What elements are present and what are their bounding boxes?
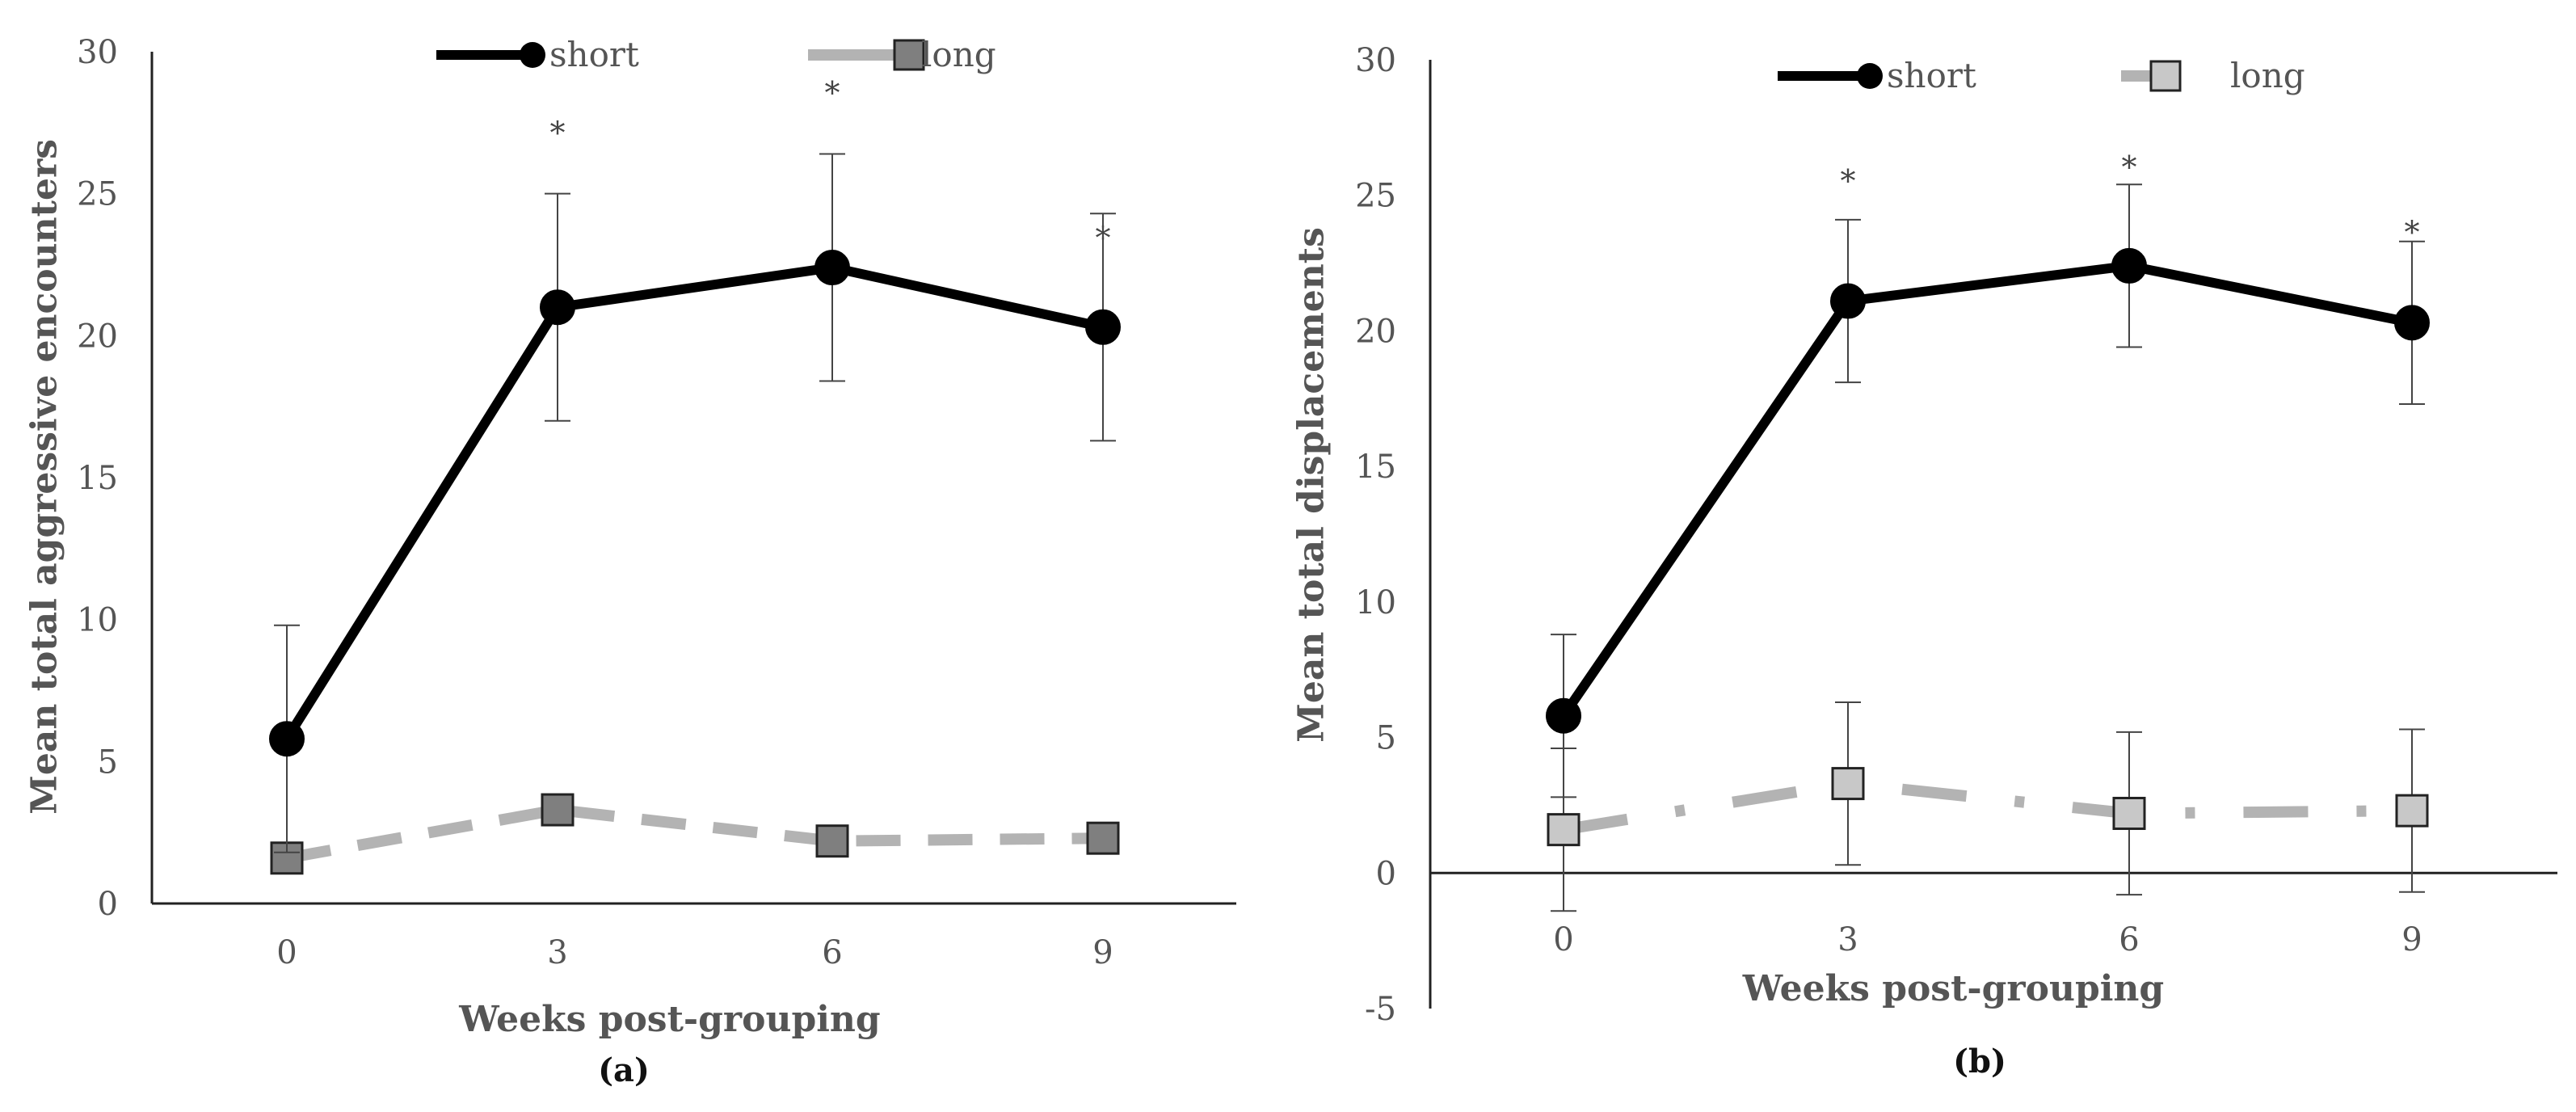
data-point-long (1086, 821, 1120, 855)
data-point-long (1831, 767, 1865, 801)
significance-marker: * (2122, 150, 2137, 185)
x-tick-label: 6 (2119, 921, 2139, 958)
x-tick-label: 3 (547, 934, 567, 971)
data-point-short (269, 721, 305, 757)
y-tick-label: 10 (1355, 584, 1396, 621)
y-tick-label: 15 (77, 460, 118, 497)
legend-label-short: short (1887, 56, 1976, 95)
data-point-long (815, 824, 849, 858)
series-line-short (282, 263, 1105, 742)
y-axis-title: Mean total aggressive encounters (24, 139, 65, 815)
y-tick-label: 0 (1376, 855, 1396, 892)
series-line-short (1559, 260, 2414, 719)
y-tick-label: 20 (1355, 313, 1396, 350)
significance-marker: * (1096, 220, 1111, 255)
data-point-short (540, 289, 575, 326)
data-point-long (2112, 796, 2146, 830)
legend-marker-long (893, 39, 925, 71)
x-axis-title: Weeks post-grouping (458, 999, 880, 1040)
x-axis-title: Weeks post-grouping (1742, 968, 2164, 1009)
x-tick-label: 3 (1837, 921, 1858, 958)
significance-marker: * (1841, 163, 1856, 199)
x-tick-label: 9 (1092, 934, 1113, 971)
data-point-short (2111, 247, 2147, 284)
chart-panel-b: -5 0 5 10 15 20 25 30 0 3 6 9 Weeks post-grouping Mea… (1291, 42, 2557, 1080)
legend-marker-short (520, 42, 545, 68)
data-point-short (2394, 305, 2430, 341)
chart-panel-a: 0 5 10 15 20 25 30 0 3 6 9 Weeks post-grouping Mean … (24, 34, 1236, 1089)
y-tick-label: 5 (98, 743, 118, 781)
data-point-long (1547, 813, 1581, 847)
y-tick-label: -5 (1365, 991, 1396, 1028)
panel-label: (b) (1953, 1042, 2006, 1080)
y-tick-label: 0 (98, 886, 118, 923)
y-tick-label: 25 (1355, 178, 1396, 215)
data-point-short (1085, 309, 1121, 345)
data-point-long (2395, 794, 2429, 828)
series-line-long (1562, 777, 2413, 836)
x-tick-label: 0 (1553, 921, 1573, 958)
legend-marker-long (2149, 60, 2182, 92)
y-axis-title: Mean total displacements (1291, 227, 1332, 743)
x-tick-label: 0 (276, 934, 297, 971)
y-tick-label: 15 (1355, 449, 1396, 486)
series-line-long (285, 804, 1104, 864)
data-point-short (1830, 283, 1866, 319)
y-tick-label: 10 (77, 602, 118, 639)
x-tick-label: 6 (822, 934, 842, 971)
legend-label-long: long (921, 35, 996, 74)
significance-marker: * (550, 115, 566, 150)
y-tick-label: 30 (77, 34, 118, 71)
y-tick-label: 20 (77, 318, 118, 355)
data-point-long (541, 793, 575, 827)
panel-label: (a) (598, 1051, 650, 1089)
significance-marker: * (2405, 215, 2420, 251)
legend-label-short: short (549, 35, 639, 74)
y-tick-label: 25 (77, 176, 118, 213)
y-tick-label: 5 (1376, 720, 1396, 757)
y-tick-label: 30 (1355, 42, 1396, 79)
x-tick-label: 9 (2401, 921, 2422, 958)
legend-label-long: long (2230, 56, 2305, 95)
data-point-short (1546, 697, 1581, 734)
data-point-short (814, 250, 850, 286)
legend-marker-short (1857, 63, 1883, 89)
significance-marker: * (825, 75, 840, 111)
